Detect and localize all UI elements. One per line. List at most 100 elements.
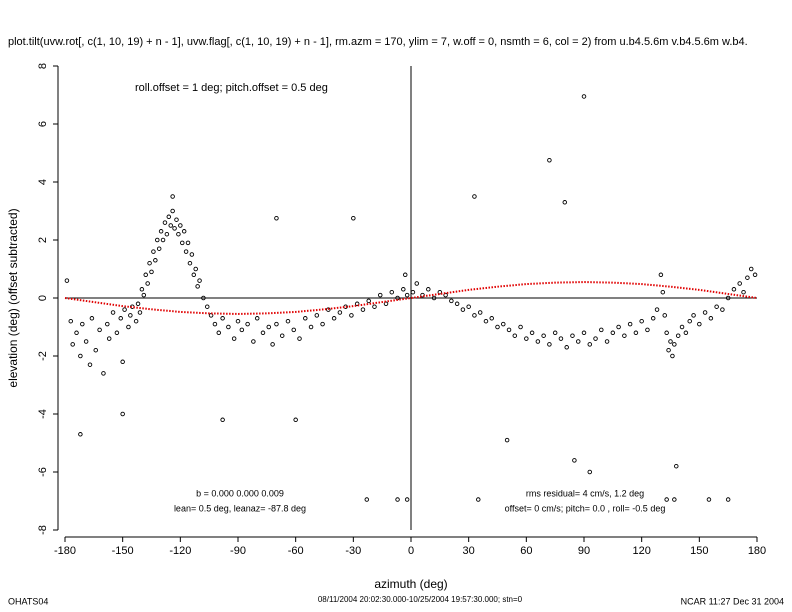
x-tick-label: 180 — [748, 545, 766, 557]
data-point — [337, 310, 343, 315]
data-point — [587, 342, 593, 347]
data-point — [143, 272, 148, 278]
data-point — [449, 298, 454, 304]
data-point — [239, 327, 245, 333]
data-point — [97, 327, 102, 333]
data-point — [208, 313, 214, 318]
data-point — [70, 342, 75, 347]
data-point — [216, 330, 222, 336]
data-point — [168, 223, 173, 228]
y-tick-label: 6 — [37, 121, 49, 127]
data-point — [285, 318, 291, 324]
x-tick-label: 0 — [408, 545, 414, 557]
data-point — [670, 353, 675, 359]
data-point — [372, 304, 377, 309]
data-point — [674, 463, 679, 469]
data-point — [627, 321, 633, 327]
data-point — [87, 362, 93, 367]
data-point — [303, 316, 308, 321]
data-point — [691, 313, 696, 318]
data-point — [279, 333, 285, 338]
x-tick-label: 30 — [463, 545, 475, 557]
data-point — [547, 342, 552, 347]
data-point — [541, 333, 546, 338]
data-point — [191, 272, 197, 278]
data-point — [114, 330, 120, 336]
data-point — [489, 316, 494, 321]
data-point — [133, 318, 139, 324]
footer: NCAR 11:27 Dec 31 2004 — [681, 596, 784, 606]
data-point — [633, 330, 639, 336]
annotation: b = 0.000 0.000 0.009 — [196, 488, 284, 498]
annotation: offset= 0 cm/s; pitch= 0.0 , roll= -0.5 … — [505, 503, 666, 513]
data-point — [106, 336, 112, 341]
data-point — [180, 240, 185, 246]
data-point — [197, 278, 202, 283]
data-point — [650, 316, 656, 321]
data-point — [506, 327, 512, 333]
data-point — [139, 287, 145, 292]
data-point — [266, 324, 272, 330]
data-point — [349, 313, 354, 318]
data-point — [135, 301, 141, 307]
data-point — [160, 237, 166, 243]
y-axis-label: elevation (deg) (offset subtracted) — [6, 208, 20, 387]
data-point — [679, 324, 685, 330]
data-point — [741, 289, 746, 295]
data-point — [147, 260, 152, 266]
data-point — [291, 327, 296, 333]
data-point — [78, 353, 83, 359]
fit-curve — [64, 281, 758, 315]
x-axis-label: azimuth (deg) — [374, 577, 447, 591]
data-point — [535, 339, 541, 344]
data-point — [212, 321, 218, 327]
data-point — [83, 339, 89, 344]
data-point — [501, 321, 506, 327]
x-tick-label: 150 — [690, 545, 708, 557]
data-point — [274, 215, 279, 221]
data-point — [402, 272, 408, 278]
data-point — [158, 229, 164, 234]
data-point — [666, 347, 671, 353]
data-point — [201, 295, 206, 301]
y-tick-label: 4 — [37, 179, 49, 185]
data-point — [672, 497, 677, 502]
data-point — [524, 336, 529, 341]
data-point — [495, 324, 500, 330]
x-tick-label: 120 — [632, 545, 650, 557]
data-point — [187, 260, 193, 266]
data-point — [720, 307, 725, 312]
data-point — [702, 310, 708, 315]
data-point — [274, 321, 279, 327]
x-tick-label: -60 — [288, 545, 304, 557]
data-point — [110, 310, 116, 315]
data-point — [697, 321, 702, 327]
data-point — [166, 214, 172, 220]
data-point — [660, 289, 666, 295]
data-point — [564, 345, 569, 350]
data-point — [145, 281, 150, 286]
data-point — [105, 321, 110, 327]
data-point — [639, 318, 644, 324]
data-point — [552, 330, 558, 336]
data-point — [64, 278, 70, 283]
x-tick-label: -90 — [230, 545, 246, 557]
data-point — [231, 336, 237, 341]
data-point — [466, 304, 471, 309]
data-point — [383, 301, 389, 307]
x-tick-label: 60 — [520, 545, 532, 557]
data-point — [658, 272, 664, 278]
footer: 08/11/2004 20:02:30.000-10/25/2004 19:57… — [318, 595, 523, 604]
data-point — [426, 287, 431, 292]
data-point — [664, 497, 669, 502]
data-point — [78, 432, 83, 437]
data-point — [472, 313, 477, 318]
data-point — [162, 220, 168, 225]
data-point — [616, 324, 621, 330]
data-point — [558, 336, 564, 341]
footer: OHATS04 — [8, 596, 48, 606]
data-point — [504, 437, 510, 443]
data-point — [610, 330, 616, 336]
data-point — [174, 217, 179, 222]
